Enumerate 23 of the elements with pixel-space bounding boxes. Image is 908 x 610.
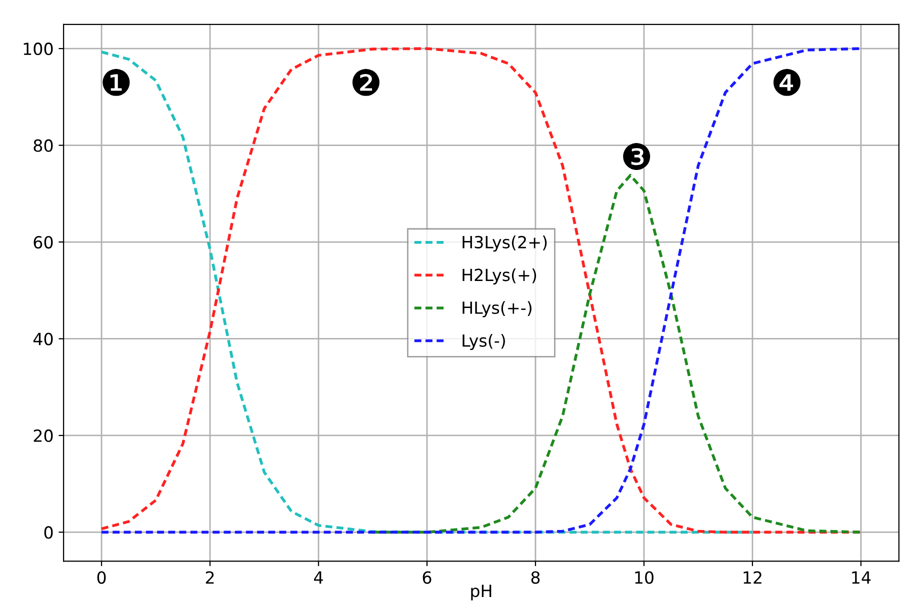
annotation: ❹	[773, 68, 800, 96]
y-tick-label: 40	[33, 332, 53, 346]
x-tick-label: 14	[852, 571, 871, 584]
y-tick-label: 80	[34, 139, 53, 152]
legend-label: H3Lys(2+)	[462, 236, 547, 252]
x-tick-label: 10	[635, 571, 654, 584]
legend-label: H2Lys(+)	[462, 268, 536, 284]
y-tick-label: 60	[34, 236, 53, 249]
y-tick-label: 100	[24, 42, 53, 56]
y-tick-label: 0	[44, 526, 53, 539]
x-tick-label: 4	[314, 571, 323, 584]
x-tick-label: 2	[206, 571, 214, 584]
x-axis-title: pH	[471, 584, 492, 600]
x-tick-label: 8	[531, 571, 540, 584]
legend-label: Lys(-)	[462, 334, 505, 350]
x-tick-label: 0	[97, 571, 106, 584]
legend-label: HLys(+-)	[462, 301, 532, 318]
y-tick-label: 20	[34, 429, 53, 442]
x-tick-label: 12	[744, 571, 762, 584]
x-tick-label: 6	[422, 571, 432, 584]
annotation: ❷	[352, 68, 380, 96]
annotation: ❸	[623, 142, 650, 170]
annotation: ❶	[102, 68, 130, 96]
